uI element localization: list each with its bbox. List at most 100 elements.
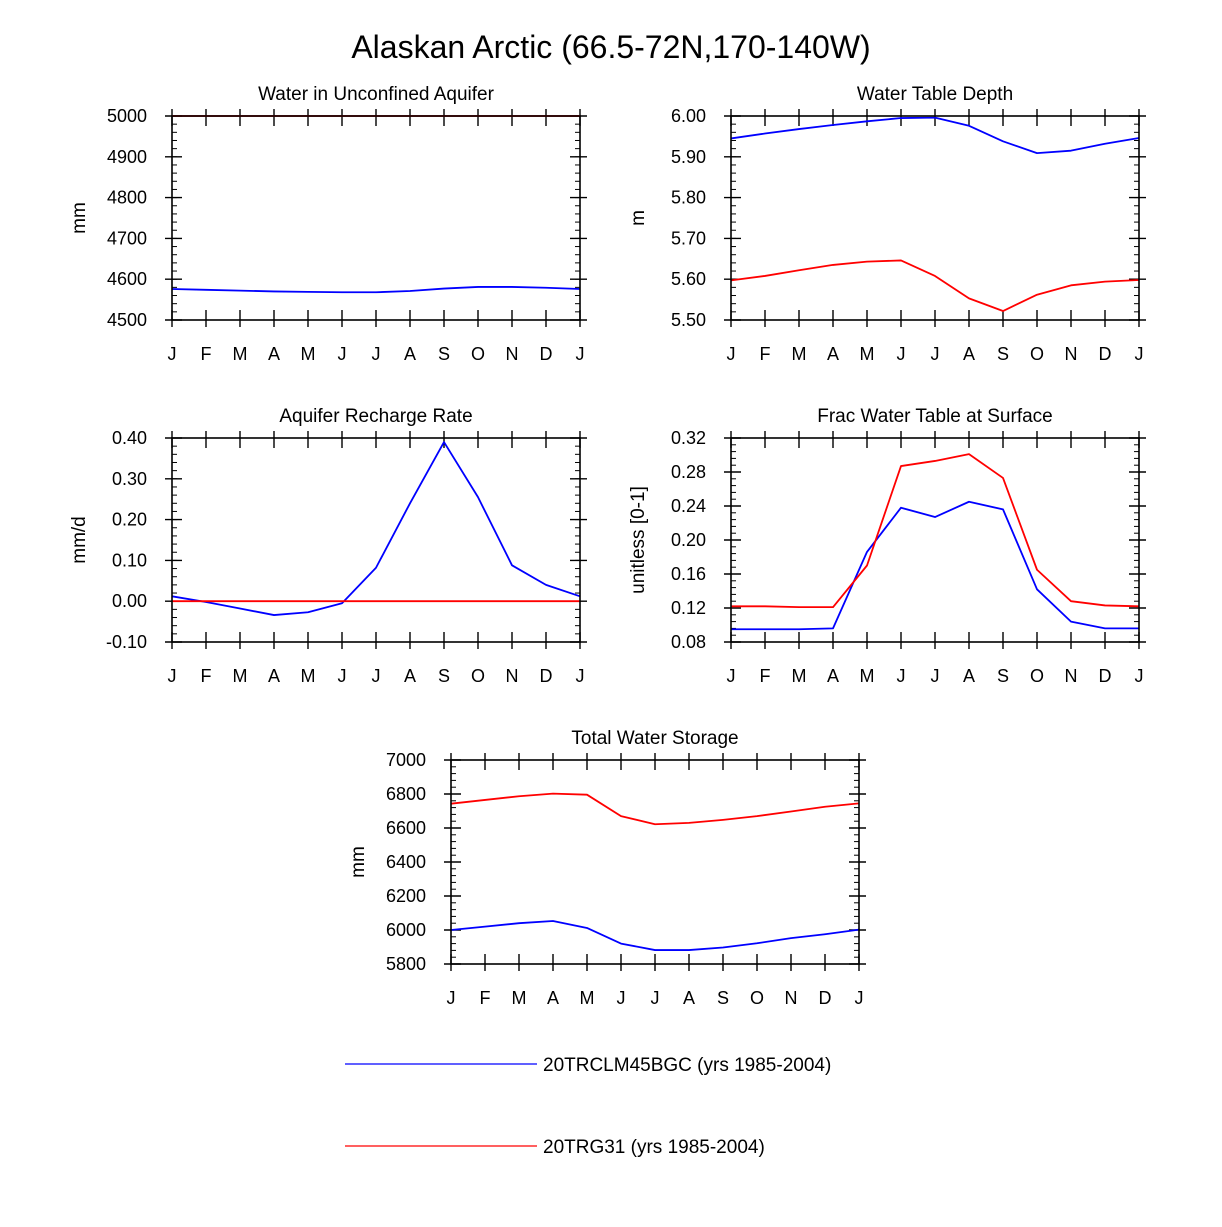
x-tick-label: M: [792, 344, 807, 364]
x-tick-label: F: [760, 666, 771, 686]
y-tick-label: 0.32: [671, 428, 706, 448]
x-tick-label: A: [963, 666, 975, 686]
series-line-red: [450, 792, 860, 826]
x-tick-label: F: [201, 344, 212, 364]
y-tick-label: 0.24: [671, 496, 706, 516]
x-tick-label: J: [372, 344, 381, 364]
series-line-blue: [731, 500, 1139, 631]
x-tick-label: M: [512, 988, 527, 1008]
chart-panel-3: Aquifer Recharge Rate mm/d -0.10 0.00 0.10 0.…: [69, 406, 587, 686]
x-tick-label: J: [338, 666, 347, 686]
y-tick-label: 6.00: [671, 106, 706, 126]
x-tick-label: J: [1135, 666, 1144, 686]
y-tick-label: 0.10: [112, 550, 147, 570]
y-tick-label: 5000: [107, 106, 147, 126]
y-tick-label: 0.40: [112, 428, 147, 448]
chart-title: Frac Water Table at Surface: [817, 406, 1053, 427]
x-tick-label: S: [717, 988, 729, 1008]
y-tick-label: 6400: [386, 852, 426, 872]
x-tick-label: J: [855, 988, 864, 1008]
x-tick-label: J: [1135, 344, 1144, 364]
series-line-red: [730, 259, 1140, 312]
y-tick-label: 6600: [386, 818, 426, 838]
chart-panel-5: Total Water Storage mm 5800 6000 6200 6400 660…: [348, 728, 866, 1008]
y-tick-label: 0.00: [112, 591, 147, 611]
x-tick-label: J: [338, 344, 347, 364]
x-tick-label: J: [576, 344, 585, 364]
x-tick-label: N: [1065, 344, 1078, 364]
chart-title: Water Table Depth: [857, 84, 1013, 105]
x-tick-label: M: [860, 666, 875, 686]
chart-title: Water in Unconfined Aquifer: [258, 84, 495, 105]
x-tick-label: A: [404, 666, 416, 686]
x-tick-label: S: [438, 666, 450, 686]
y-axis-label: mm/d: [69, 516, 90, 564]
x-tick-label: M: [233, 666, 248, 686]
x-tick-label: O: [471, 666, 485, 686]
chart-title: Total Water Storage: [571, 728, 738, 749]
x-tick-label: D: [1099, 344, 1112, 364]
y-tick-label: 0.08: [671, 632, 706, 652]
x-tick-label: M: [792, 666, 807, 686]
y-tick-label: 5.60: [671, 269, 706, 289]
x-tick-label: D: [540, 344, 553, 364]
x-tick-label: A: [827, 666, 839, 686]
x-tick-label: J: [576, 666, 585, 686]
x-tick-label: A: [963, 344, 975, 364]
y-tick-label: 4900: [107, 147, 147, 167]
x-tick-label: O: [750, 988, 764, 1008]
y-tick-label: 5800: [386, 954, 426, 974]
x-tick-label: A: [404, 344, 416, 364]
y-tick-label: 6000: [386, 920, 426, 940]
y-tick-label: 0.16: [671, 564, 706, 584]
x-tick-label: N: [1065, 666, 1078, 686]
y-tick-label: -0.10: [106, 632, 147, 652]
chart-panel-1: Water in Unconfined Aquifer mm 4500 4600 470…: [69, 84, 587, 364]
x-tick-label: O: [471, 344, 485, 364]
x-tick-label: N: [506, 666, 519, 686]
plot-frame: [450, 759, 860, 965]
x-tick-label: J: [168, 666, 177, 686]
legend-label: 20TRCLM45BGC (yrs 1985-2004): [543, 1055, 831, 1076]
x-tick-label: D: [1099, 666, 1112, 686]
x-tick-label: J: [447, 988, 456, 1008]
legend-label: 20TRG31 (yrs 1985-2004): [543, 1137, 765, 1158]
x-tick-label: A: [827, 344, 839, 364]
x-tick-label: J: [617, 988, 626, 1008]
x-tick-label: A: [683, 988, 695, 1008]
x-tick-label: S: [997, 344, 1009, 364]
legend-item-2: 20TRG31 (yrs 1985-2004): [345, 1137, 765, 1158]
y-axis-label: unitless [0-1]: [628, 486, 649, 594]
x-tick-label: J: [168, 344, 177, 364]
x-tick-label: N: [506, 344, 519, 364]
x-tick-label: J: [727, 344, 736, 364]
x-tick-label: D: [819, 988, 832, 1008]
y-axis-label: mm: [348, 846, 369, 878]
x-tick-label: M: [301, 344, 316, 364]
y-axis-label: mm: [69, 202, 90, 234]
x-tick-label: F: [480, 988, 491, 1008]
x-tick-label: J: [897, 344, 906, 364]
y-tick-label: 0.12: [671, 598, 706, 618]
series-line-red: [731, 453, 1140, 609]
y-tick-label: 0.20: [112, 510, 147, 530]
y-tick-label: 5.90: [671, 147, 706, 167]
x-tick-label: S: [438, 344, 450, 364]
y-tick-label: 0.30: [112, 469, 147, 489]
y-tick-label: 7000: [386, 750, 426, 770]
plot-frame: [730, 437, 1140, 643]
chart-title: Aquifer Recharge Rate: [279, 406, 472, 427]
x-tick-label: A: [268, 344, 280, 364]
legend-item-1: 20TRCLM45BGC (yrs 1985-2004): [345, 1055, 831, 1076]
chart-panel-2: Water Table Depth m 5.50 5.60 5.70 5.80 5.90 6.…: [628, 84, 1146, 364]
x-tick-label: F: [201, 666, 212, 686]
y-axis-label: m: [628, 210, 649, 226]
y-tick-label: 5.70: [671, 228, 706, 248]
x-tick-label: M: [301, 666, 316, 686]
series-line-blue: [171, 286, 581, 294]
x-tick-label: A: [547, 988, 559, 1008]
x-tick-label: S: [997, 666, 1009, 686]
series-line-blue: [171, 441, 581, 616]
y-tick-label: 4800: [107, 188, 147, 208]
